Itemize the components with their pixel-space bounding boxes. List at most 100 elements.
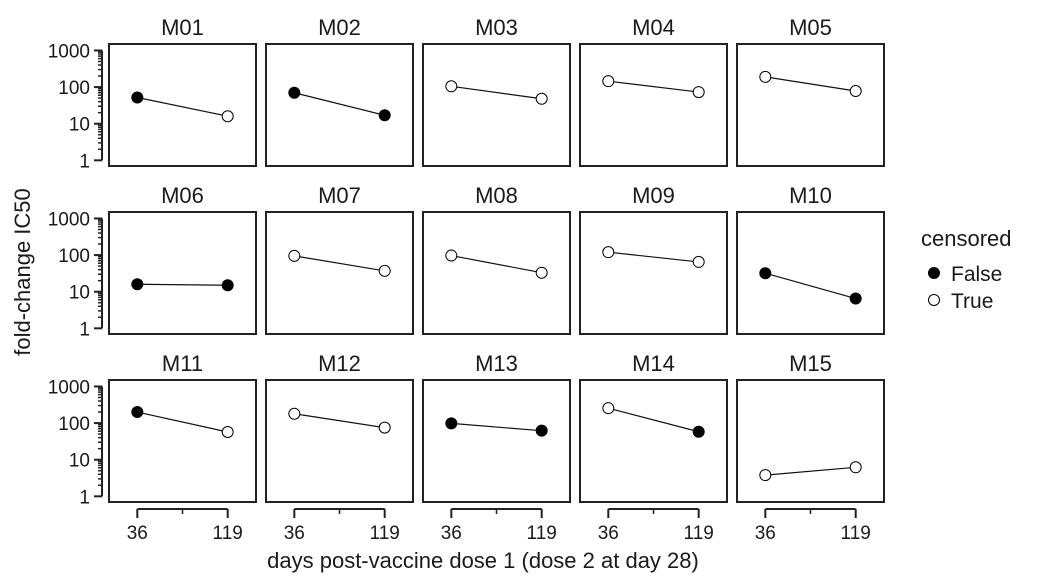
x-axis-col-1: 36 119 [127,508,243,544]
x-axis-label: days post-vaccine dose 1 (dose 2 at day … [267,548,699,573]
facet-panel-m09: M09 [579,183,728,335]
data-point [849,85,862,98]
facet-title: M04 [632,15,675,40]
x-tick-label: 36 [284,523,305,544]
data-point [692,86,705,99]
series-line [137,96,228,117]
facet-panel-m06: M06 [108,183,257,335]
series-line [765,272,856,300]
data-point [759,267,772,280]
legend-marker-false [928,267,940,279]
panel-frame [579,379,728,503]
series-line [608,407,699,433]
series-line [294,413,385,429]
x-tick-label: 119 [841,523,871,544]
x-axes: 36 119 36 119 36 119 36 119 36 119 [127,508,871,544]
panel-frame [108,211,257,335]
facet-panel-m11: M11 [108,351,257,503]
data-point [602,75,615,88]
x-tick-label: 36 [598,523,619,544]
data-point [288,249,301,262]
panel-frame [422,43,571,167]
y-tick-label: 10 [69,451,90,472]
facet-title: M13 [475,351,518,376]
series-line [765,76,856,92]
series-line [608,80,699,93]
data-point [759,70,772,83]
panel-frame [422,211,571,335]
data-point [288,86,301,99]
x-tick-label: 36 [755,523,776,544]
facet-title: M08 [475,183,518,208]
y-tick-label: 1000 [48,377,90,398]
panel-frame [422,379,571,503]
data-point [221,426,234,439]
y-tick-label: 1 [79,319,90,340]
facet-title: M14 [632,351,675,376]
panel-frame [108,43,257,167]
series-line [137,283,228,286]
y-tick-label: 100 [58,414,90,435]
facet-panel-m13: M13 [422,351,571,503]
facet-panels: M01 M02 M03 M04 M05 M06 M07 M08 M09 M10 M11 M12 M13 M… [108,15,885,503]
data-point [692,425,705,438]
y-tick-label: 100 [58,78,90,99]
data-point [535,266,548,279]
x-axis-col-4: 36 119 [598,508,714,544]
data-point [535,92,548,105]
x-tick-label: 119 [213,523,243,544]
data-point [759,469,772,482]
panel-frame [579,43,728,167]
data-point [378,421,391,434]
facet-title: M09 [632,183,675,208]
x-tick-label: 119 [370,523,400,544]
data-point [288,407,301,420]
facet-panel-m03: M03 [422,15,571,167]
facet-panel-m01: M01 [108,15,257,167]
panel-frame [265,211,414,335]
facet-panel-m15: M15 [736,351,885,503]
x-tick-label: 36 [127,523,148,544]
legend: censored False True [921,226,1012,313]
x-tick-label: 36 [441,523,462,544]
x-axis-col-5: 36 119 [755,508,871,544]
x-axis-col-2: 36 119 [284,508,400,544]
facet-title: M01 [161,15,204,40]
panel-frame [579,211,728,335]
series-line [294,92,385,116]
facet-title: M03 [475,15,518,40]
panel-frame [736,379,885,503]
data-point [445,80,458,93]
data-point [602,246,615,259]
facet-panel-m08: M08 [422,183,571,335]
series-line [137,411,228,433]
facet-title: M15 [789,351,832,376]
y-tick-label: 10 [69,283,90,304]
series-line [451,422,542,432]
data-point [221,110,234,123]
y-tick-label: 1 [79,487,90,508]
facet-panel-m14: M14 [579,351,728,503]
data-point [378,109,391,122]
y-axis-row-3: 1 10 100 1000 [48,377,103,508]
legend-label-false: False [951,263,1002,286]
data-point [221,279,234,292]
data-point [602,402,615,415]
facet-title: M10 [789,183,832,208]
x-tick-label: 119 [527,523,557,544]
y-tick-label: 100 [58,246,90,267]
legend-marker-true [928,294,940,306]
series-line [765,466,856,476]
facet-title: M05 [789,15,832,40]
facet-panel-m10: M10 [736,183,885,335]
panel-frame [265,379,414,503]
legend-title: censored [921,226,1012,251]
facet-title: M02 [318,15,361,40]
series-line [451,254,542,274]
y-tick-label: 1 [79,151,90,172]
facet-panel-m12: M12 [265,351,414,503]
x-tick-label: 119 [684,523,714,544]
facet-title: M06 [161,183,204,208]
data-point [445,417,458,430]
